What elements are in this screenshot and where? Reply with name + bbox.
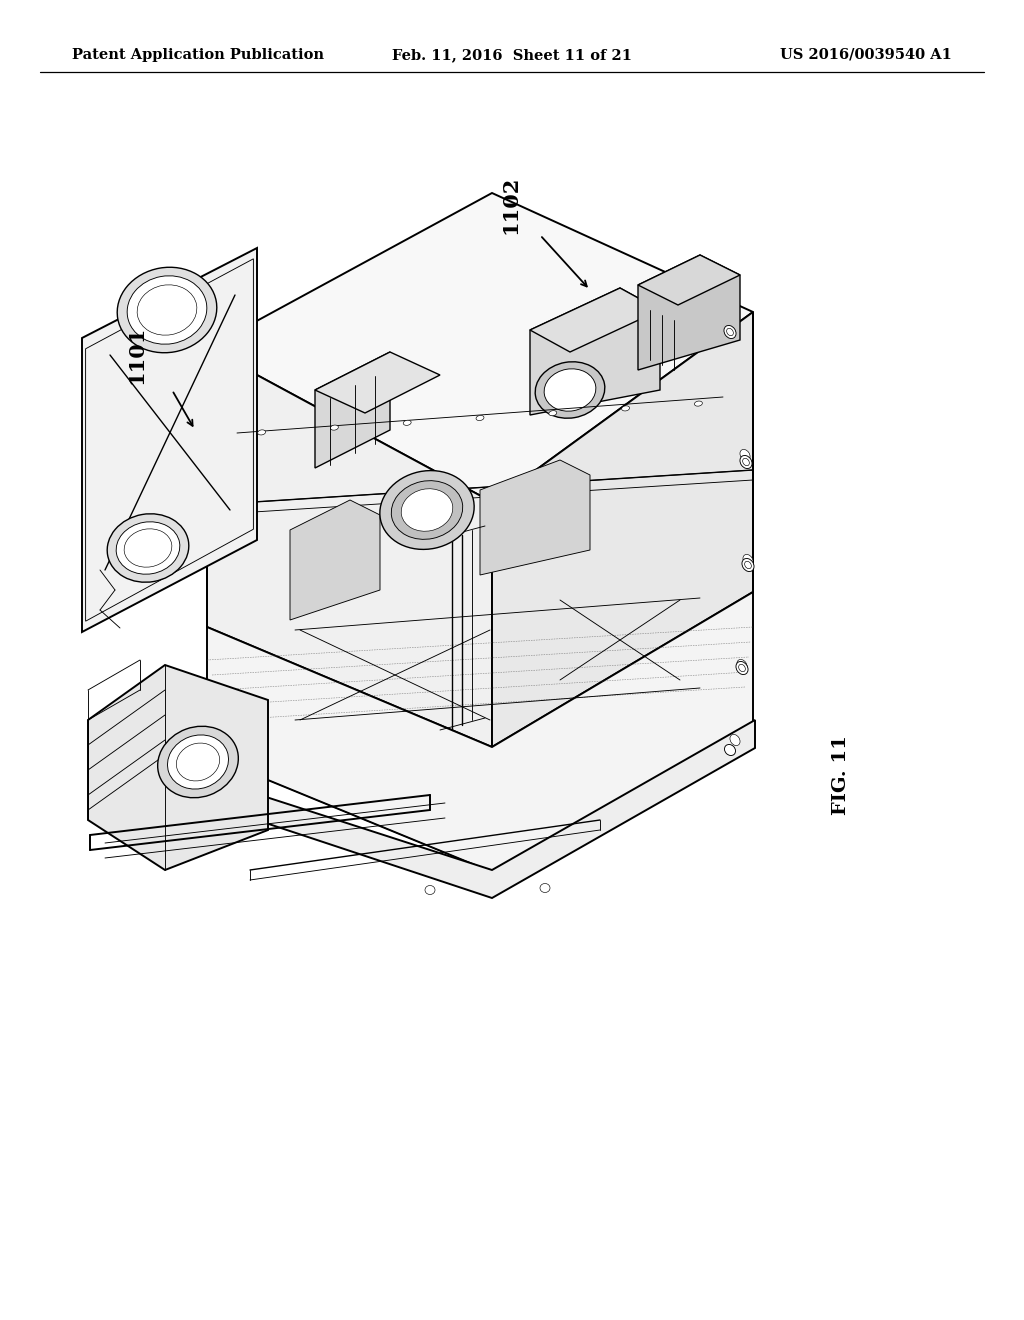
Ellipse shape [116, 521, 180, 574]
Ellipse shape [727, 329, 733, 335]
Ellipse shape [331, 425, 338, 430]
Ellipse shape [622, 405, 630, 411]
Text: 1101: 1101 [126, 326, 146, 384]
Ellipse shape [403, 420, 412, 425]
Ellipse shape [694, 401, 702, 407]
Ellipse shape [743, 554, 753, 565]
Ellipse shape [737, 660, 748, 671]
Ellipse shape [742, 458, 750, 466]
Text: Feb. 11, 2016  Sheet 11 of 21: Feb. 11, 2016 Sheet 11 of 21 [392, 48, 632, 62]
Ellipse shape [476, 416, 484, 421]
Ellipse shape [108, 513, 188, 582]
Ellipse shape [137, 285, 197, 335]
Polygon shape [207, 348, 492, 747]
Ellipse shape [127, 276, 207, 345]
Text: US 2016/0039540 A1: US 2016/0039540 A1 [780, 48, 952, 62]
Ellipse shape [168, 735, 228, 789]
Ellipse shape [544, 368, 596, 411]
Polygon shape [315, 352, 390, 469]
Ellipse shape [391, 480, 463, 540]
Ellipse shape [724, 326, 736, 338]
Ellipse shape [425, 886, 435, 895]
Ellipse shape [549, 411, 557, 416]
Ellipse shape [536, 362, 605, 418]
Ellipse shape [124, 529, 172, 568]
Polygon shape [290, 500, 380, 620]
Ellipse shape [724, 744, 735, 755]
Polygon shape [638, 255, 740, 370]
Polygon shape [638, 255, 740, 305]
Polygon shape [88, 665, 268, 870]
Ellipse shape [158, 726, 239, 797]
Ellipse shape [740, 455, 752, 469]
Ellipse shape [401, 488, 453, 531]
Ellipse shape [725, 326, 735, 338]
Ellipse shape [380, 471, 474, 549]
Ellipse shape [744, 561, 752, 569]
Polygon shape [207, 193, 753, 502]
Ellipse shape [730, 734, 740, 746]
Ellipse shape [540, 883, 550, 892]
Polygon shape [530, 288, 660, 414]
Ellipse shape [740, 449, 750, 461]
Ellipse shape [736, 661, 749, 675]
Ellipse shape [117, 267, 217, 352]
Polygon shape [207, 591, 753, 873]
Ellipse shape [738, 664, 745, 672]
Polygon shape [82, 248, 257, 632]
Ellipse shape [176, 743, 219, 781]
Polygon shape [530, 288, 660, 352]
Polygon shape [315, 352, 440, 413]
Text: FIG. 11: FIG. 11 [831, 735, 850, 814]
Polygon shape [480, 459, 590, 576]
Ellipse shape [742, 558, 754, 572]
Text: 1102: 1102 [500, 176, 520, 234]
Text: Patent Application Publication: Patent Application Publication [72, 48, 324, 62]
Ellipse shape [258, 430, 265, 436]
Polygon shape [130, 719, 755, 898]
Polygon shape [492, 312, 753, 747]
